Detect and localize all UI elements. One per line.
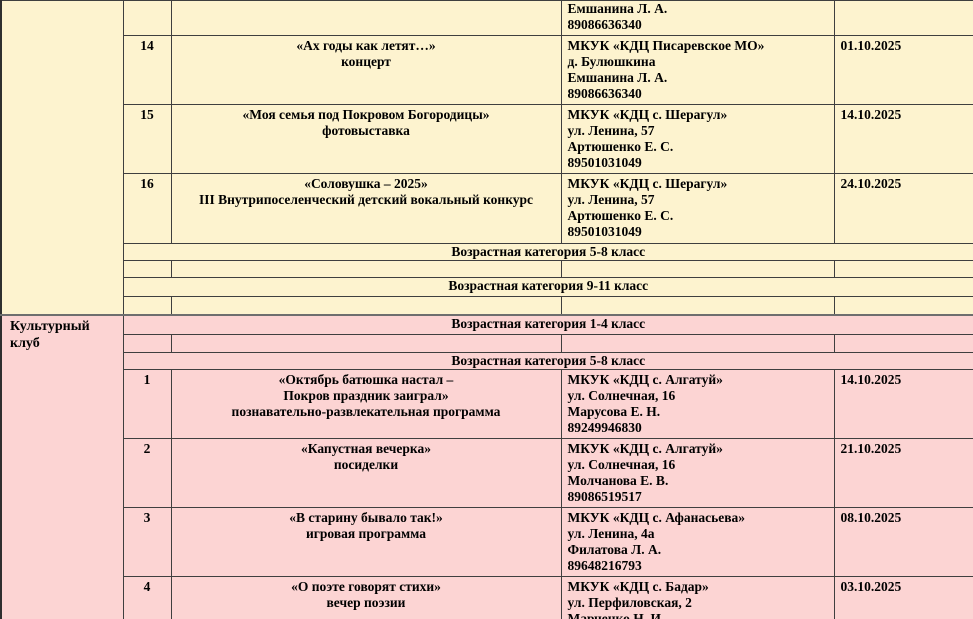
organizer-cell: Емшанина Л. А. 89086636340 bbox=[560, 0, 835, 36]
organizer-cell: МКУК «КДЦ с. Алгатуй» ул. Солнечная, 16 … bbox=[560, 438, 835, 508]
row-number-cell: 16 bbox=[122, 173, 172, 244]
date-cell: 24.10.2025 bbox=[833, 173, 973, 244]
table-row: 3 «В старину бывало так!» игровая програ… bbox=[1, 507, 973, 577]
table-row-partial: Емшанина Л. А. 89086636340 bbox=[0, 0, 973, 315]
row-number-cell: 15 bbox=[122, 104, 172, 174]
age-header-row: Культурный клуб Возрастная категория 1-4… bbox=[0, 313, 973, 619]
spacer-row bbox=[1, 260, 973, 278]
event-cell: «О поэте говорят стихи» вечер поэзии bbox=[170, 576, 562, 619]
row-number-cell: 3 bbox=[122, 507, 172, 577]
organizer-cell: МКУК «КДЦ с. Афанасьева» ул. Ленина, 4а … bbox=[560, 507, 835, 577]
date-cell: 14.10.2025 bbox=[833, 369, 973, 439]
event-cell: «Ах годы как летят…» концерт bbox=[170, 35, 562, 105]
row-number-cell bbox=[122, 0, 172, 36]
empty-cell bbox=[560, 260, 835, 278]
event-cell: «Капустная вечерка» посиделки bbox=[170, 438, 562, 508]
table-row: 15 «Моя семья под Покровом Богородицы» ф… bbox=[1, 104, 973, 174]
row-number-cell: 14 bbox=[122, 35, 172, 105]
age-category-header: Возрастная категория 5-8 класс bbox=[122, 243, 973, 261]
date-cell: 01.10.2025 bbox=[833, 35, 973, 105]
age-category-header: Возрастная категория 5-8 класс bbox=[122, 352, 973, 370]
age-category-header: Возрастная категория 1-4 класс bbox=[122, 313, 973, 335]
row-number-cell: 4 bbox=[122, 576, 172, 619]
organizer-cell: МКУК «КДЦ Писаревское МО» д. Булюшкина Е… bbox=[560, 35, 835, 105]
row-number-cell: 1 bbox=[122, 369, 172, 439]
empty-cell bbox=[122, 260, 172, 278]
date-cell bbox=[833, 0, 973, 36]
category-cell-pink: Культурный клуб bbox=[0, 313, 124, 619]
organizer-cell: МКУК «КДЦ с. Бадар» ул. Перфиловская, 2 … bbox=[560, 576, 835, 619]
row-number-cell: 2 bbox=[122, 438, 172, 508]
empty-cell bbox=[833, 296, 973, 315]
table-row-clipped: 4 «О поэте говорят стихи» вечер поэзии М… bbox=[1, 576, 973, 619]
empty-cell bbox=[833, 334, 973, 353]
spacer-row bbox=[1, 334, 973, 353]
empty-cell bbox=[560, 296, 835, 315]
table-row: 16 «Соловушка – 2025» III Внутрипоселенч… bbox=[1, 173, 973, 244]
table-row: 14 «Ах годы как летят…» концерт МКУК «КД… bbox=[1, 35, 973, 105]
table-row: 1 «Октябрь батюшка настал – Покров празд… bbox=[1, 369, 973, 439]
event-cell: «Соловушка – 2025» III Внутрипоселенческ… bbox=[170, 173, 562, 244]
category-cell-cream bbox=[0, 0, 124, 315]
empty-cell bbox=[560, 334, 835, 353]
organizer-cell: МКУК «КДЦ с. Алгатуй» ул. Солнечная, 16 … bbox=[560, 369, 835, 439]
empty-cell bbox=[122, 334, 172, 353]
event-cell: «Октябрь батюшка настал – Покров праздни… bbox=[170, 369, 562, 439]
date-cell: 21.10.2025 bbox=[833, 438, 973, 508]
organizer-cell: МКУК «КДЦ с. Шерагул» ул. Ленина, 57 Арт… bbox=[560, 173, 835, 244]
empty-cell bbox=[833, 260, 973, 278]
age-header-row: Возрастная категория 5-8 класс bbox=[1, 243, 973, 261]
date-cell: 14.10.2025 bbox=[833, 104, 973, 174]
spacer-row bbox=[1, 296, 973, 315]
table-row: 2 «Капустная вечерка» посиделки МКУК «КД… bbox=[1, 438, 973, 508]
empty-cell bbox=[170, 334, 562, 353]
empty-cell bbox=[170, 296, 562, 315]
organizer-cell: МКУК «КДЦ с. Шерагул» ул. Ленина, 57 Арт… bbox=[560, 104, 835, 174]
age-header-row: Возрастная категория 5-8 класс bbox=[1, 352, 973, 370]
date-cell: 08.10.2025 bbox=[833, 507, 973, 577]
age-header-row: Возрастная категория 9-11 класс bbox=[1, 277, 973, 297]
event-cell: «Моя семья под Покровом Богородицы» фото… bbox=[170, 104, 562, 174]
empty-cell bbox=[170, 260, 562, 278]
empty-cell bbox=[122, 296, 172, 315]
event-cell bbox=[170, 0, 562, 36]
age-category-header: Возрастная категория 9-11 класс bbox=[122, 277, 973, 297]
event-cell: «В старину бывало так!» игровая программ… bbox=[170, 507, 562, 577]
date-cell: 03.10.2025 bbox=[833, 576, 973, 619]
